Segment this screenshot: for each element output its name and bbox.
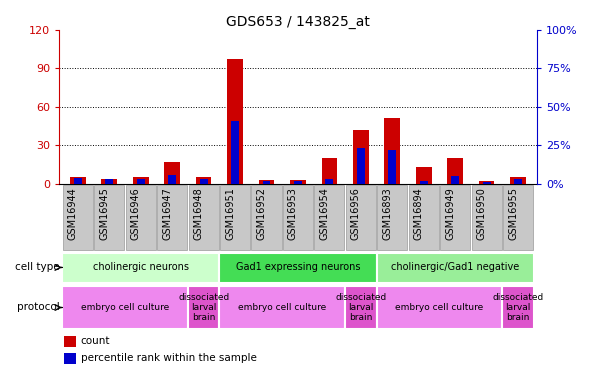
Bar <box>227 60 243 184</box>
Bar <box>258 180 274 184</box>
Text: count: count <box>80 336 110 346</box>
Text: dissociated
larval
brain: dissociated larval brain <box>335 293 386 322</box>
Text: GSM16894: GSM16894 <box>414 187 424 240</box>
Bar <box>74 178 82 184</box>
Bar <box>231 121 239 184</box>
FancyBboxPatch shape <box>376 253 534 284</box>
FancyBboxPatch shape <box>314 185 345 250</box>
FancyBboxPatch shape <box>283 185 313 250</box>
FancyBboxPatch shape <box>251 185 281 250</box>
Title: GDS653 / 143825_at: GDS653 / 143825_at <box>226 15 370 29</box>
FancyBboxPatch shape <box>471 185 502 250</box>
Text: embryo cell culture: embryo cell culture <box>238 303 326 312</box>
Text: embryo cell culture: embryo cell culture <box>395 303 484 312</box>
FancyBboxPatch shape <box>157 185 187 250</box>
Bar <box>70 177 86 184</box>
Bar <box>416 167 431 184</box>
FancyBboxPatch shape <box>189 185 219 250</box>
FancyBboxPatch shape <box>219 253 376 284</box>
FancyBboxPatch shape <box>188 286 219 329</box>
Text: GSM16949: GSM16949 <box>445 187 455 240</box>
Bar <box>64 352 76 364</box>
FancyBboxPatch shape <box>63 185 93 250</box>
Bar <box>447 158 463 184</box>
FancyBboxPatch shape <box>376 286 502 329</box>
Text: GSM16944: GSM16944 <box>68 187 78 240</box>
Text: GSM16947: GSM16947 <box>162 187 172 240</box>
FancyBboxPatch shape <box>440 185 470 250</box>
FancyBboxPatch shape <box>346 185 376 250</box>
Bar <box>353 130 369 184</box>
FancyBboxPatch shape <box>62 286 188 329</box>
Bar <box>168 174 176 184</box>
Text: protocol: protocol <box>17 303 60 312</box>
Text: dissociated
larval
brain: dissociated larval brain <box>493 293 543 322</box>
FancyBboxPatch shape <box>409 185 439 250</box>
Bar <box>451 176 459 184</box>
Text: GSM16953: GSM16953 <box>288 187 298 240</box>
Bar <box>326 179 333 184</box>
Text: GSM16952: GSM16952 <box>257 187 267 240</box>
Text: GSM16945: GSM16945 <box>99 187 109 240</box>
Bar <box>101 178 117 184</box>
Bar <box>357 148 365 184</box>
Bar <box>478 181 494 184</box>
Text: GSM16954: GSM16954 <box>319 187 329 240</box>
Bar <box>322 158 337 184</box>
FancyBboxPatch shape <box>62 253 219 284</box>
Bar <box>294 181 302 184</box>
Text: percentile rank within the sample: percentile rank within the sample <box>80 353 257 363</box>
Text: cholinergic neurons: cholinergic neurons <box>93 262 189 273</box>
Text: Gad1 expressing neurons: Gad1 expressing neurons <box>235 262 360 273</box>
FancyBboxPatch shape <box>94 185 124 250</box>
Bar <box>510 177 526 184</box>
Bar <box>419 181 428 184</box>
Bar <box>514 179 522 184</box>
FancyBboxPatch shape <box>502 286 534 329</box>
FancyBboxPatch shape <box>503 185 533 250</box>
Text: GSM16951: GSM16951 <box>225 187 235 240</box>
Bar <box>106 179 113 184</box>
Bar <box>196 177 211 184</box>
Text: cholinergic/Gad1 negative: cholinergic/Gad1 negative <box>391 262 519 273</box>
Text: cell type: cell type <box>15 262 60 273</box>
Bar <box>165 162 180 184</box>
Text: GSM16893: GSM16893 <box>382 187 392 240</box>
Text: GSM16955: GSM16955 <box>508 187 518 240</box>
FancyBboxPatch shape <box>220 185 250 250</box>
Text: GSM16948: GSM16948 <box>194 187 204 240</box>
Bar <box>385 118 400 184</box>
FancyBboxPatch shape <box>126 185 156 250</box>
FancyBboxPatch shape <box>219 286 345 329</box>
FancyBboxPatch shape <box>345 286 376 329</box>
Text: GSM16950: GSM16950 <box>477 187 487 240</box>
Text: embryo cell culture: embryo cell culture <box>81 303 169 312</box>
Bar <box>388 150 396 184</box>
Bar <box>133 177 149 184</box>
Bar <box>263 181 270 184</box>
Bar <box>199 179 208 184</box>
Bar <box>64 336 76 347</box>
Bar <box>483 182 490 184</box>
Text: GSM16956: GSM16956 <box>351 187 361 240</box>
Bar <box>290 180 306 184</box>
Text: GSM16946: GSM16946 <box>131 187 141 240</box>
Text: dissociated
larval
brain: dissociated larval brain <box>178 293 230 322</box>
Bar <box>137 179 145 184</box>
FancyBboxPatch shape <box>377 185 407 250</box>
